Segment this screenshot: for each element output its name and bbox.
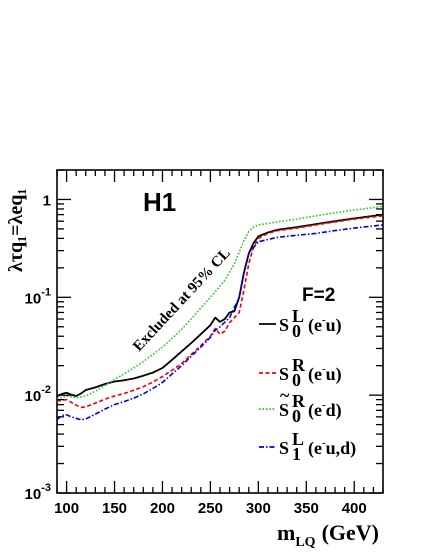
x-axis-label-subscript: LQ	[295, 535, 315, 550]
y-axis-label: λτq₁=λeq₁	[5, 189, 27, 272]
x-axis-label: mLQ (GeV)	[277, 520, 379, 550]
chart-title: H1	[143, 187, 176, 217]
series-line-2	[57, 215, 383, 409]
legend-superscript: L	[292, 429, 304, 449]
x-axis-label-unit: (GeV)	[322, 520, 379, 545]
legend-process: (e-u,d)	[308, 437, 356, 459]
legend-subscript: 0	[292, 370, 301, 390]
legend-item-3: S~ R0 (e-d)	[259, 385, 342, 426]
legend-label: S	[279, 315, 289, 335]
legend-label: S	[279, 438, 289, 458]
legend-label: S	[279, 364, 289, 384]
legend-tilde: ~	[280, 385, 290, 405]
fermion-number-label: F=2	[302, 285, 335, 306]
y-axis-ticks: 10-3 10-2 10-1 1	[25, 169, 383, 503]
legend-process: (e-u)	[308, 314, 342, 336]
y-tick-label: 10-1	[25, 286, 51, 307]
exclusion-annotation: Excluded at 95% CL	[130, 245, 234, 354]
x-tick-label: 100	[54, 500, 79, 517]
y-tick-label: 10-2	[25, 384, 51, 405]
y-tick-label: 10-3	[25, 482, 51, 503]
legend-superscript: R	[292, 355, 306, 375]
legend-superscript: L	[292, 306, 304, 326]
series-line-4	[57, 224, 383, 421]
legend-superscript: R	[292, 391, 306, 411]
legend-item-1: S L0 (e-u)	[259, 306, 342, 341]
series-layer	[57, 205, 383, 421]
x-axis-label-main: m	[277, 520, 295, 545]
legend-label: S	[279, 400, 289, 420]
legend-subscript: 0	[292, 321, 301, 341]
legend-item-2: S R0 (e-u)	[259, 355, 342, 390]
legend: S L0 (e-u)S R0 (e-u)S~ R0 (e-d)S L1 (e-u,d)	[259, 306, 356, 464]
x-tick-label: 250	[198, 500, 223, 517]
svg-text:mLQ(GeV): mLQ (GeV)	[277, 520, 379, 550]
x-tick-label: 200	[150, 500, 175, 517]
x-tick-label: 300	[246, 500, 271, 517]
legend-process: (e-d)	[308, 399, 342, 421]
x-tick-label: 150	[102, 500, 127, 517]
x-axis-ticks: 100 150 200 250 300 350 400	[54, 170, 384, 517]
legend-process: (e-u)	[308, 363, 342, 385]
x-tick-label: 400	[342, 500, 367, 517]
legend-item-4: S L1 (e-u,d)	[259, 429, 356, 464]
series-line-1	[57, 213, 383, 398]
y-tick-label: 1	[43, 192, 51, 209]
legend-subscript: 0	[292, 406, 301, 426]
legend-subscript: 1	[292, 444, 301, 464]
x-tick-label: 350	[294, 500, 319, 517]
